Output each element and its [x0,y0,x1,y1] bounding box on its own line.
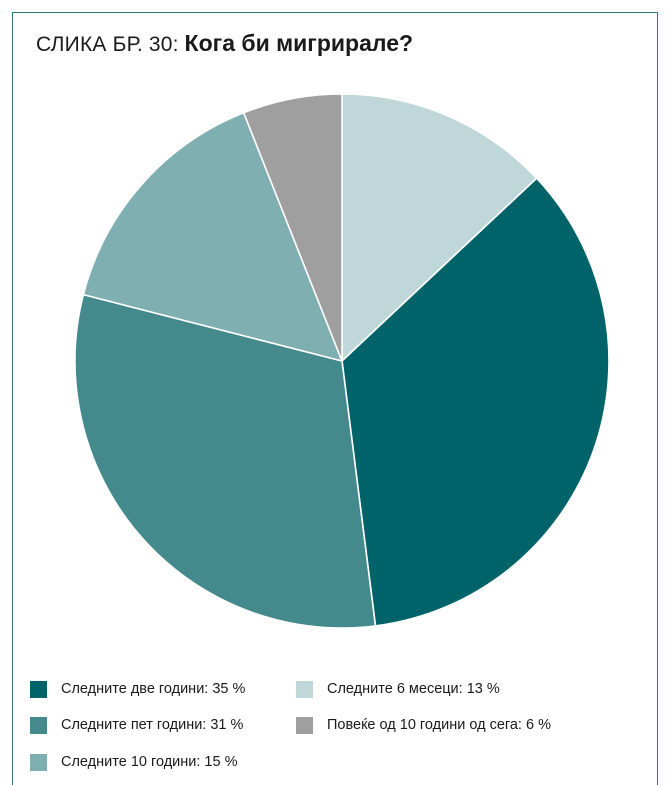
chart-title: Кога би мигрирале? [184,30,414,56]
legend-item: Следните пет години: 31 % [30,714,243,736]
pie-slice [341,177,610,627]
legend-label: Следните пет години: 31 % [61,717,244,733]
legend-label: Следните 6 месеци: 13 % [327,681,500,697]
legend-item: Следните 10 години: 15 % [30,751,237,773]
legend-item: Следните две години: 35 % [30,678,245,700]
legend-swatch [296,716,313,734]
legend-label: Следните 10 години: 15 % [61,754,238,770]
legend-swatch [30,716,47,734]
pie-slice [242,93,343,362]
pie-slice [74,293,377,629]
legend-label: Следните две години: 35 % [61,681,246,697]
figure-title: СЛИКА БР. 30: Кога би мигрирале? [36,30,413,57]
pie-slices [74,93,610,629]
legend-label: Повеќе од 10 години од сега: 6 % [327,717,551,733]
legend-item: Повеќе од 10 години од сега: 6 % [296,714,551,736]
legend-swatch [30,680,47,698]
legend-swatch [30,753,47,771]
pie-slice [341,93,538,362]
figure-number: СЛИКА БР. 30: [36,33,179,56]
legend-swatch [296,680,313,698]
figure-frame [12,12,658,785]
legend-item: Следните 6 месеци: 13 % [296,678,500,700]
pie-slice [82,111,343,362]
